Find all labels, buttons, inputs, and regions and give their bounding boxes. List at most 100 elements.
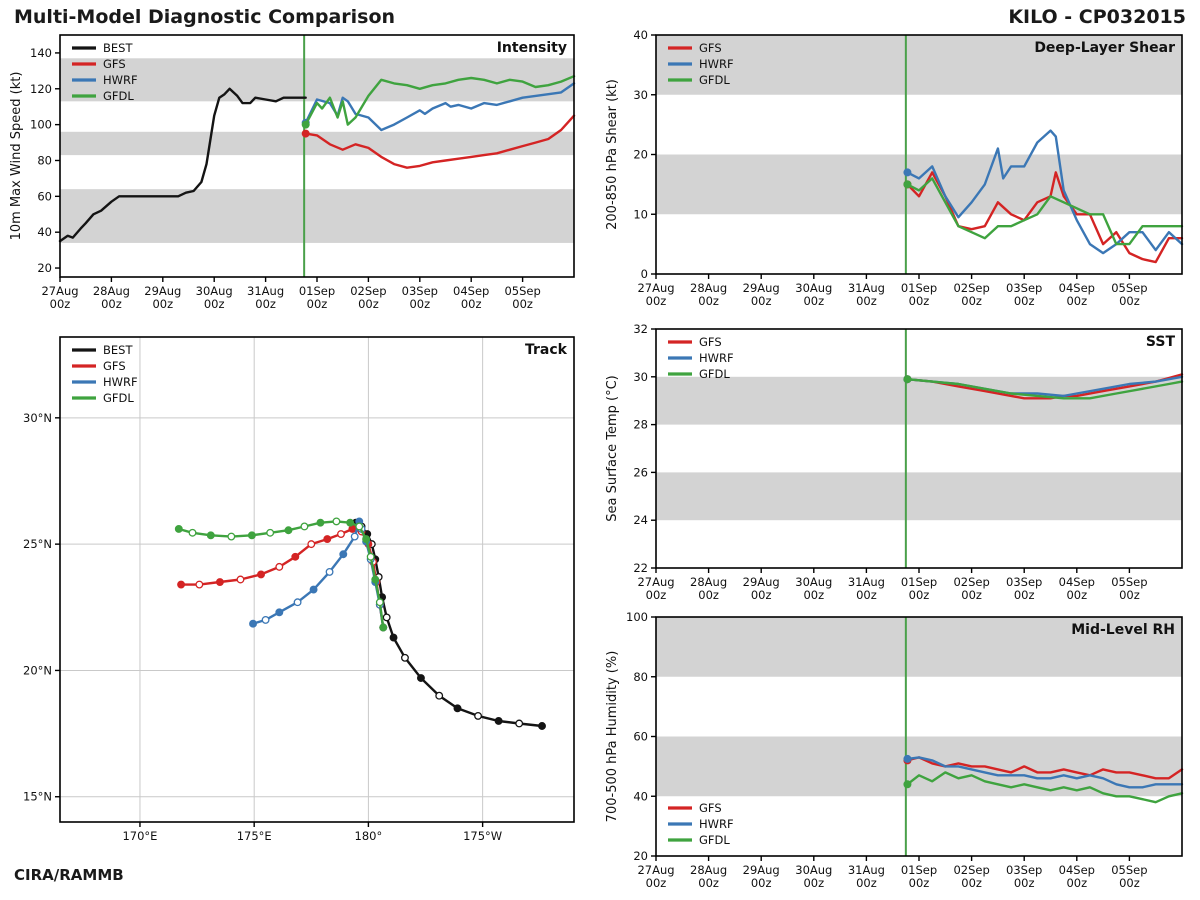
svg-text:GFS: GFS [699,335,722,349]
svg-text:175°E: 175°E [237,829,272,843]
svg-text:100: 100 [626,610,648,624]
svg-text:04Sep: 04Sep [453,284,489,298]
svg-text:05Sep: 05Sep [1111,863,1147,877]
svg-text:31Aug: 31Aug [848,575,885,589]
svg-text:26: 26 [633,465,648,479]
intensity-chart: 27Aug00z28Aug00z29Aug00z30Aug00z31Aug00z… [9,34,576,311]
svg-text:00z: 00z [1066,294,1087,308]
svg-text:Track: Track [525,342,568,358]
svg-text:00z: 00z [646,876,667,890]
svg-text:00z: 00z [909,294,930,308]
svg-text:28Aug: 28Aug [690,575,727,589]
svg-text:Sea Surface Temp (°C): Sea Surface Temp (°C) [605,375,620,522]
svg-text:00z: 00z [856,294,877,308]
svg-text:175°W: 175°W [463,829,502,843]
svg-text:HWRF: HWRF [699,351,734,365]
svg-text:03Sep: 03Sep [1006,863,1042,877]
svg-text:28: 28 [633,418,648,432]
svg-text:03Sep: 03Sep [1006,281,1042,295]
svg-text:00z: 00z [909,876,930,890]
svg-text:00z: 00z [961,294,982,308]
svg-text:SST: SST [1146,334,1176,350]
svg-text:20: 20 [37,261,52,275]
svg-text:GFDL: GFDL [699,367,730,381]
svg-text:GFS: GFS [699,41,722,55]
svg-text:00z: 00z [255,297,276,311]
svg-text:00z: 00z [1119,876,1140,890]
svg-text:40: 40 [633,28,648,42]
svg-text:30: 30 [633,370,648,384]
svg-text:40: 40 [633,789,648,803]
svg-text:25°N: 25°N [23,537,52,551]
svg-text:60: 60 [633,730,648,744]
svg-text:30°N: 30°N [23,411,52,425]
svg-text:28Aug: 28Aug [690,863,727,877]
svg-text:HWRF: HWRF [103,73,138,87]
svg-text:00z: 00z [961,588,982,602]
svg-text:00z: 00z [101,297,122,311]
svg-text:04Sep: 04Sep [1059,863,1095,877]
svg-text:HWRF: HWRF [699,57,734,71]
svg-text:GFDL: GFDL [699,73,730,87]
svg-text:20: 20 [633,148,648,162]
svg-text:180°: 180° [355,829,383,843]
svg-text:00z: 00z [1066,588,1087,602]
svg-text:0: 0 [641,267,648,281]
svg-text:GFDL: GFDL [699,833,730,847]
svg-text:00z: 00z [461,297,482,311]
svg-text:00z: 00z [698,876,719,890]
svg-text:00z: 00z [909,588,930,602]
svg-text:05Sep: 05Sep [504,284,540,298]
svg-text:01Sep: 01Sep [901,863,937,877]
svg-text:05Sep: 05Sep [1111,575,1147,589]
svg-text:00z: 00z [358,297,379,311]
svg-text:80: 80 [633,670,648,684]
svg-text:00z: 00z [856,876,877,890]
svg-text:27Aug: 27Aug [41,284,78,298]
svg-text:Intensity: Intensity [497,40,567,56]
svg-text:30Aug: 30Aug [795,281,832,295]
svg-text:30Aug: 30Aug [795,575,832,589]
svg-text:200-850 hPa Shear (kt): 200-850 hPa Shear (kt) [605,79,620,230]
svg-text:29Aug: 29Aug [743,281,780,295]
svg-text:40: 40 [37,225,52,239]
svg-text:00z: 00z [152,297,173,311]
svg-text:100: 100 [30,118,52,132]
svg-text:00z: 00z [751,588,772,602]
svg-text:29Aug: 29Aug [144,284,181,298]
svg-text:GFDL: GFDL [103,391,134,405]
svg-text:29Aug: 29Aug [743,575,780,589]
svg-text:00z: 00z [646,588,667,602]
svg-text:24: 24 [633,513,648,527]
svg-text:00z: 00z [1014,294,1035,308]
svg-text:20: 20 [633,849,648,863]
svg-text:00z: 00z [698,588,719,602]
svg-text:GFS: GFS [103,57,126,71]
svg-text:BEST: BEST [103,343,133,357]
svg-text:GFDL: GFDL [103,89,134,103]
svg-text:700-500 hPa Humidity (%): 700-500 hPa Humidity (%) [605,651,620,823]
svg-text:01Sep: 01Sep [901,575,937,589]
svg-text:00z: 00z [646,294,667,308]
svg-text:BEST: BEST [103,41,133,55]
svg-text:HWRF: HWRF [103,375,138,389]
svg-text:10m Max Wind Speed (kt): 10m Max Wind Speed (kt) [9,72,24,241]
deep-layer-shear-panel: 27Aug 00z 28Aug 00z 29Aug 00z 30Aug 00z 31Aug 00z… [602,26,1194,318]
svg-text:15°N: 15°N [23,790,52,804]
sst-chart: 27Aug00z28Aug00z29Aug00z30Aug00z31Aug00z… [605,322,1184,602]
svg-text:00z: 00z [751,876,772,890]
svg-text:00z: 00z [856,588,877,602]
svg-text:03Sep: 03Sep [1006,575,1042,589]
svg-text:31Aug: 31Aug [848,863,885,877]
sst-panel: 27Aug 00z 28Aug 00z 29Aug 00z 30Aug 00z 31Aug 00z… [602,320,1194,612]
svg-text:00z: 00z [307,297,328,311]
svg-text:04Sep: 04Sep [1059,575,1095,589]
mid-level-rh-panel: 27Aug 00z 28Aug 00z 29Aug 00z 30Aug 00z 31Aug 00z… [602,608,1194,900]
svg-text:27Aug: 27Aug [637,281,674,295]
svg-text:HWRF: HWRF [699,817,734,831]
svg-text:01Sep: 01Sep [901,281,937,295]
svg-text:00z: 00z [1119,588,1140,602]
track-panel: 170°E 175°E 180° 175°W 15°N 20°N 25°N 30°N Track… [6,328,586,856]
svg-text:02Sep: 02Sep [953,281,989,295]
svg-text:02Sep: 02Sep [350,284,386,298]
